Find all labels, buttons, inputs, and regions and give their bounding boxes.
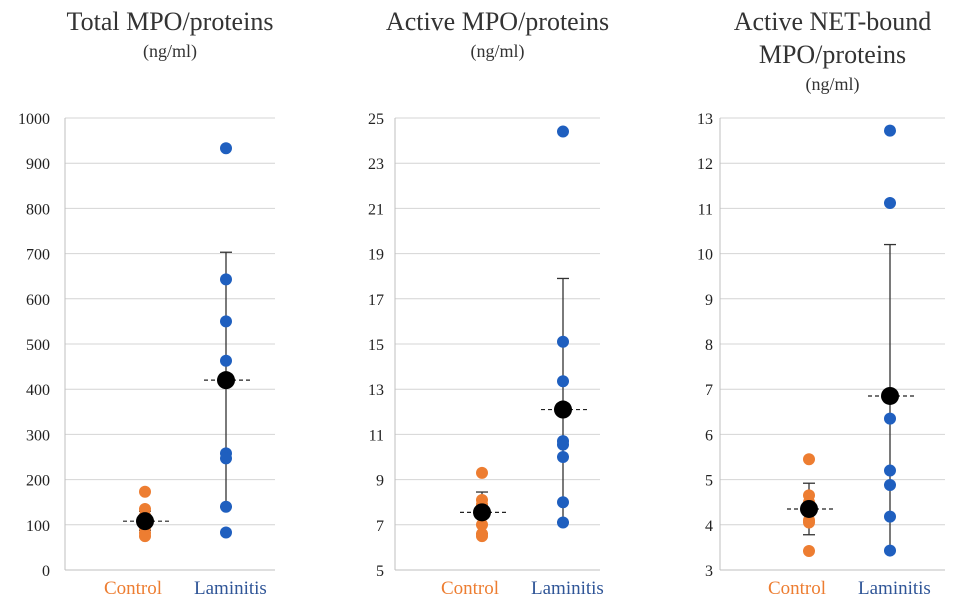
series-laminitis	[541, 125, 589, 529]
y-tick-label: 0	[42, 563, 50, 580]
data-point	[220, 500, 232, 513]
data-point	[803, 516, 815, 529]
y-tick-label: 200	[26, 473, 50, 490]
category-label: Laminitis	[194, 578, 267, 599]
category-label: Control	[104, 578, 162, 599]
y-tick-label: 9	[376, 473, 384, 490]
mean-marker	[217, 371, 235, 390]
y-tick-label: 5	[376, 563, 384, 580]
data-point	[220, 354, 232, 367]
data-point	[884, 479, 896, 492]
y-tick-label: 13	[368, 382, 384, 399]
category-label: Laminitis	[531, 578, 604, 599]
y-tick-label: 15	[368, 337, 384, 354]
category-label: Control	[768, 578, 826, 599]
chart-title: Total MPO/proteins	[67, 7, 274, 36]
data-point	[220, 526, 232, 539]
data-point	[557, 375, 569, 388]
y-tick-label: 23	[368, 156, 384, 173]
y-tick-label: 400	[26, 382, 50, 399]
data-point	[220, 315, 232, 328]
y-tick-label: 13	[697, 111, 713, 128]
data-point	[220, 142, 232, 155]
mean-marker	[800, 499, 818, 518]
data-point	[884, 412, 896, 425]
y-tick-label: 5	[705, 473, 713, 490]
y-tick-label: 6	[705, 427, 713, 444]
y-tick-label: 8	[705, 337, 713, 354]
mean-marker	[881, 386, 899, 405]
chart-panel-1: Total MPO/proteins (ng/ml) 0 100 200 300 400 50…	[18, 7, 275, 599]
chart-subtitle: (ng/ml)	[471, 41, 525, 62]
data-point	[557, 438, 569, 451]
data-point	[139, 530, 151, 543]
series-laminitis	[868, 124, 916, 557]
y-tick-label: 12	[697, 156, 713, 173]
data-point	[557, 496, 569, 509]
y-tick-label: 300	[26, 427, 50, 444]
y-tick-label: 17	[368, 292, 384, 309]
y-tick-label: 700	[26, 247, 50, 264]
chart-panel-3: Active NET-bound MPO/proteins (ng/ml) 3 4 5 6 7…	[697, 7, 945, 599]
data-point	[220, 452, 232, 465]
data-point	[557, 125, 569, 138]
data-point	[803, 453, 815, 466]
y-tick-label: 800	[26, 201, 50, 218]
mean-marker	[136, 512, 154, 531]
data-point	[884, 544, 896, 557]
series-control	[460, 466, 508, 543]
chart-title: Active NET-bound	[734, 7, 932, 36]
y-tick-label: 1000	[18, 111, 50, 128]
data-point	[884, 124, 896, 137]
y-tick-label: 100	[26, 518, 50, 535]
y-tick-label: 7	[376, 518, 384, 535]
data-point	[803, 545, 815, 558]
series-control	[123, 485, 171, 543]
data-point	[476, 466, 488, 479]
data-point	[884, 510, 896, 523]
y-tick-label: 19	[368, 247, 384, 264]
data-point	[476, 518, 488, 531]
category-label: Control	[441, 578, 499, 599]
y-tick-label: 21	[368, 201, 384, 218]
y-tick-label: 3	[705, 563, 713, 580]
series-control	[787, 453, 835, 558]
data-point	[557, 335, 569, 348]
chart-subtitle: (ng/ml)	[143, 41, 197, 62]
y-tick-label: 7	[705, 382, 713, 399]
mean-marker	[473, 503, 491, 522]
category-label: Laminitis	[858, 578, 931, 599]
y-tick-label: 9	[705, 292, 713, 309]
chart-subtitle: (ng/ml)	[806, 74, 860, 95]
data-point	[557, 451, 569, 463]
mean-marker	[554, 400, 572, 419]
chart-title: Active MPO/proteins	[386, 7, 609, 36]
y-tick-label: 500	[26, 337, 50, 354]
data-point	[139, 485, 151, 498]
y-tick-label: 11	[698, 201, 713, 218]
data-point	[557, 516, 569, 529]
y-tick-label: 10	[697, 247, 713, 264]
y-tick-label: 4	[705, 518, 713, 535]
y-tick-label: 11	[369, 427, 384, 444]
y-tick-label: 600	[26, 292, 50, 309]
data-point	[476, 530, 488, 543]
data-point	[884, 196, 896, 209]
data-point	[884, 464, 896, 477]
y-tick-label: 900	[26, 156, 50, 173]
series-laminitis	[204, 142, 252, 539]
y-tick-label: 25	[368, 111, 384, 128]
chart-title: MPO/proteins	[759, 40, 906, 69]
chart-panel-2: Active MPO/proteins (ng/ml) 5 7 9 11 13 15 17 19 2…	[368, 7, 609, 599]
data-point	[220, 273, 232, 286]
